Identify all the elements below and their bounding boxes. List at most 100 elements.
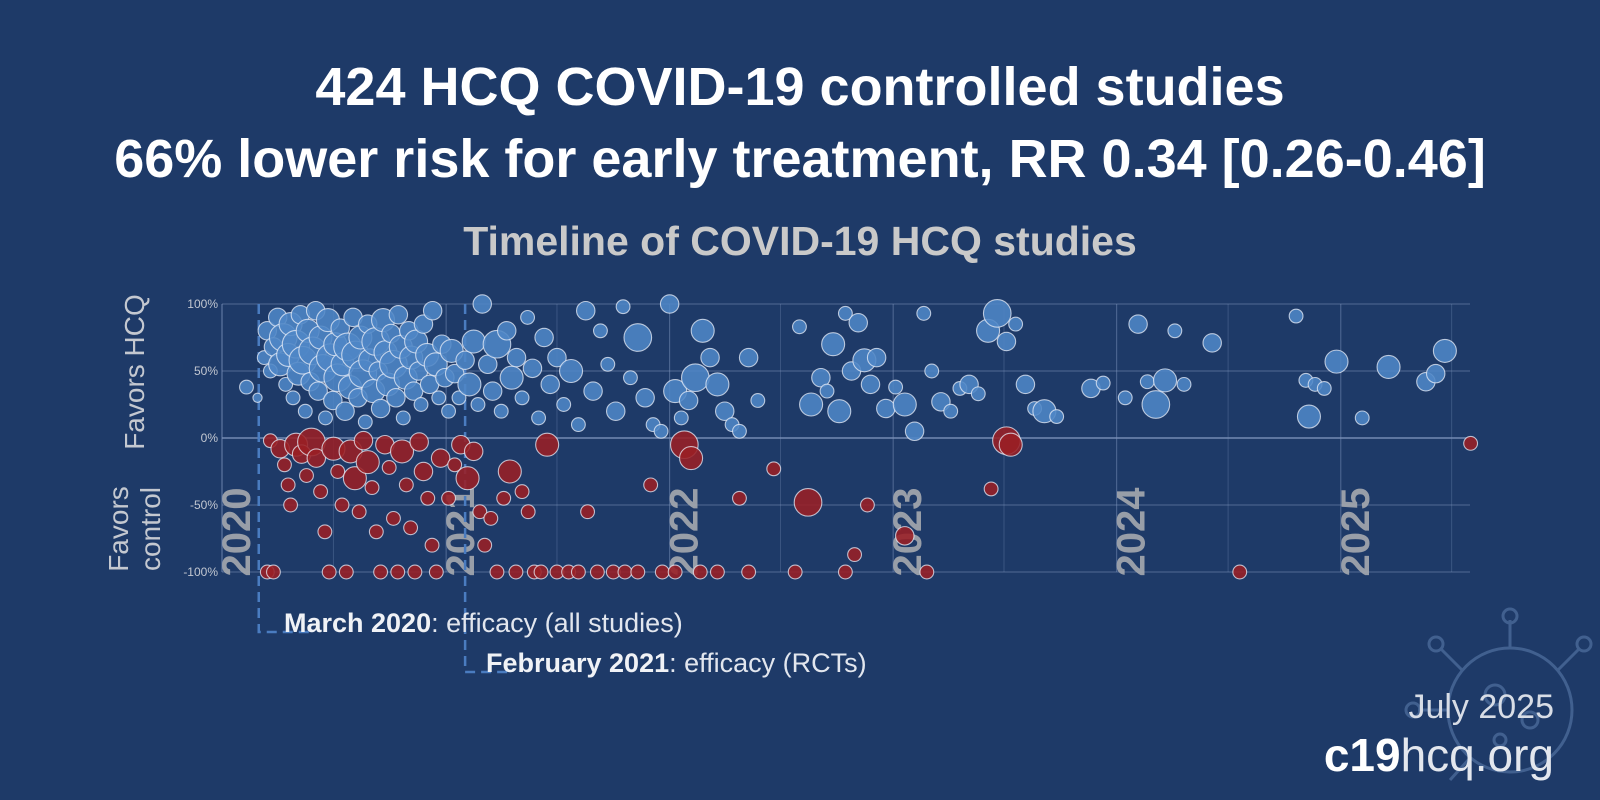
study-point-favors-control <box>368 524 384 540</box>
study-point-favors-control <box>389 439 415 464</box>
study-point-favors-control <box>403 520 419 536</box>
reference-line-march-2020 <box>257 304 315 634</box>
study-point-favors-hcq <box>422 300 443 321</box>
publication-date: July 2025 <box>1408 688 1554 726</box>
study-point-favors-control <box>520 504 536 520</box>
study-point-favors-hcq <box>357 414 373 430</box>
study-point-favors-hcq <box>496 321 517 341</box>
study-point-favors-hcq <box>622 370 638 386</box>
study-point-favors-control <box>895 526 915 546</box>
study-point-favors-control <box>342 466 367 491</box>
study-point-favors-hcq <box>1432 338 1457 363</box>
study-point-favors-control <box>351 504 367 520</box>
study-point-favors-hcq <box>239 379 254 395</box>
study-point-favors-hcq <box>653 423 669 439</box>
study-point-favors-hcq <box>623 323 653 352</box>
study-point-favors-hcq <box>1128 314 1148 334</box>
study-point-favors-hcq <box>575 300 596 321</box>
study-point-favors-hcq <box>715 401 735 421</box>
study-point-favors-hcq <box>848 313 868 333</box>
study-point-favors-hcq <box>1167 323 1183 339</box>
study-point-favors-hcq <box>792 319 807 335</box>
study-point-favors-hcq <box>892 392 917 417</box>
study-point-favors-hcq <box>690 318 715 343</box>
study-point-favors-control <box>919 564 935 580</box>
study-point-favors-hcq <box>520 309 536 325</box>
study-point-favors-hcq <box>1425 363 1446 384</box>
study-point-favors-hcq <box>738 347 759 368</box>
annotation-feb-2021: February 2021: efficacy (RCTs) <box>486 648 867 679</box>
study-point-favors-control <box>859 497 875 513</box>
brand-bold: c19 <box>1323 729 1401 781</box>
y-tick-label: -100% <box>183 565 218 579</box>
y-label-favors-control: Favors control <box>103 486 166 572</box>
study-point-favors-control <box>409 432 429 452</box>
brand-logo[interactable]: c19hcq.org <box>1324 728 1554 782</box>
study-point-favors-hcq <box>799 392 824 417</box>
reference-line-feb-2021 <box>463 304 508 674</box>
study-point-favors-hcq <box>819 383 835 399</box>
study-point-favors-hcq <box>395 410 411 426</box>
study-point-favors-hcq <box>570 417 586 433</box>
study-point-favors-hcq <box>615 299 631 315</box>
annotation-feb-2021-text: : efficacy (RCTs) <box>669 648 867 678</box>
study-point-favors-hcq <box>531 410 547 426</box>
study-point-favors-hcq <box>592 323 608 339</box>
year-label: 2025 <box>1334 488 1378 577</box>
y-tick-label: 50% <box>194 364 218 378</box>
study-point-favors-hcq <box>982 299 1012 328</box>
study-point-favors-hcq <box>888 379 904 395</box>
chart-title: Timeline of COVID-19 HCQ studies <box>463 218 1137 264</box>
y-label-favors-hcq: Favors HCQ <box>119 294 150 450</box>
study-point-favors-control <box>472 504 488 520</box>
study-point-favors-control <box>983 481 999 497</box>
year-label: 2022 <box>663 488 707 577</box>
study-point-favors-hcq <box>1095 375 1111 391</box>
study-point-favors-hcq <box>455 350 475 371</box>
study-point-favors-control <box>283 497 299 513</box>
study-point-favors-control <box>441 490 457 506</box>
study-point-favors-control <box>847 547 863 563</box>
study-point-favors-hcq <box>472 294 493 314</box>
study-point-favors-hcq <box>866 347 887 368</box>
study-point-favors-hcq <box>583 381 603 401</box>
study-point-favors-control <box>277 457 292 473</box>
study-point-favors-hcq <box>335 401 355 421</box>
study-point-favors-control <box>306 448 327 468</box>
study-point-favors-hcq <box>522 358 543 379</box>
study-point-favors-hcq <box>370 398 391 419</box>
study-point-favors-hcq <box>821 332 846 357</box>
study-point-favors-control <box>317 524 333 540</box>
study-point-favors-hcq <box>1141 390 1171 419</box>
study-point-favors-control <box>299 468 314 483</box>
study-point-favors-hcq <box>457 372 482 397</box>
study-point-favors-hcq <box>705 372 730 397</box>
study-point-favors-control <box>580 504 596 520</box>
headline-line-2: 66% lower risk for early treatment, RR 0… <box>114 129 1486 189</box>
study-point-favors-hcq <box>323 390 343 411</box>
study-point-favors-control <box>514 484 530 500</box>
study-point-favors-hcq <box>943 403 959 419</box>
study-point-favors-hcq <box>996 331 1017 352</box>
study-point-favors-hcq <box>1202 333 1222 353</box>
study-point-favors-hcq <box>308 381 328 401</box>
study-point-favors-hcq <box>1176 376 1192 392</box>
headline-line-1: 424 HCQ COVID-19 controlled studies <box>315 57 1285 117</box>
study-point-favors-hcq <box>388 304 409 325</box>
study-point-favors-control <box>355 450 380 475</box>
study-point-favors-hcq <box>431 390 447 406</box>
study-point-favors-control <box>428 564 444 580</box>
study-point-favors-hcq <box>556 397 572 412</box>
study-point-favors-hcq <box>514 390 530 406</box>
study-point-favors-hcq <box>285 390 301 406</box>
study-point-favors-hcq <box>413 397 429 412</box>
study-point-favors-control <box>334 497 350 513</box>
study-point-favors-control <box>280 477 296 493</box>
study-point-favors-hcq <box>600 356 616 372</box>
study-point-favors-control <box>330 464 346 479</box>
study-point-favors-hcq <box>1117 390 1133 406</box>
study-point-favors-control <box>589 564 605 580</box>
study-point-favors-hcq <box>297 403 313 419</box>
study-point-favors-control <box>265 564 281 580</box>
